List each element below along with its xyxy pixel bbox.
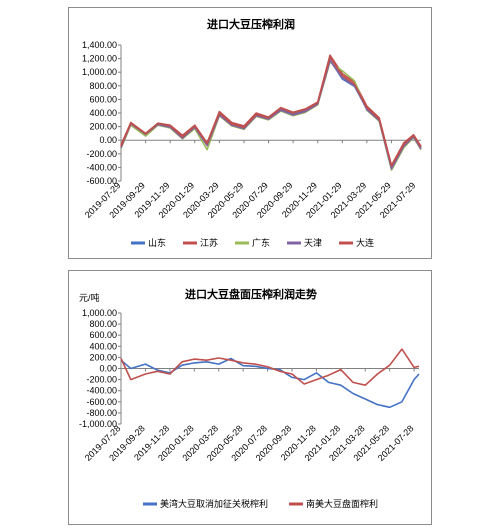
y-tick-label: 1,200.00 [82,54,117,64]
chart-title: 进口大豆压榨利润 [207,17,295,31]
y-tick-label: 400.00 [89,108,117,118]
chart-title: 进口大豆盘面压榨利润走势 [185,287,317,301]
legend-label: 大连 [356,237,374,249]
y-tick-label: -600.00 [86,397,117,407]
y-tick-label: 200.00 [89,122,117,132]
y-tick-label: -400.00 [86,162,117,172]
y-axis-unit-label: 元/吨 [79,292,100,303]
legend-label: 广东 [252,237,270,249]
y-tick-label: 1,000.00 [82,308,117,318]
y-tick-label: -200.00 [86,149,117,159]
legend-label: 江苏 [200,237,218,249]
legend-label: 天津 [304,238,322,249]
legend-label: 美湾大豆取消加征关税榨利 [160,498,268,510]
y-tick-label: 400.00 [89,341,117,351]
y-tick-label: -600.00 [86,176,117,186]
y-tick-label: 1,400.00 [82,40,117,50]
series-line-1 [120,54,422,167]
chart-panel-top: 进口大豆压榨利润 -600.00 -400.00 -200.00 0.00 200.00 4… [68,7,432,259]
y-tick-label: 200.00 [89,352,117,362]
chart-futures-crushing-margin: 进口大豆盘面压榨利润走势 元/吨 -1,000.00-800.00-600.00-4… [79,287,420,510]
y-tick-label: -1,000.00 [79,419,117,429]
series-line-3 [120,59,422,170]
y-tick-label: 600.00 [89,94,117,104]
chart-soy-crushing-margin: 进口大豆压榨利润 -600.00 -400.00 -200.00 0.00 200.00 4… [82,17,422,249]
series-line-1 [120,348,420,386]
series-line-0 [120,357,420,409]
y-tick-label: 600.00 [89,330,117,340]
y-tick-label: -800.00 [86,408,117,418]
y-tick-label: -400.00 [86,386,117,396]
y-tick-label: 800.00 [89,81,117,91]
legend-label: 山东 [148,237,166,249]
y-tick-label: 0.00 [99,364,117,374]
legend-label: 南美大豆盘面榨利 [306,498,378,510]
y-tick-label: 0.00 [99,135,117,145]
chart-panel-bottom: 进口大豆盘面压榨利润走势 元/吨 -1,000.00 -800.00 -600.00 -4… [68,270,432,525]
y-tick-label: 800.00 [89,319,117,329]
y-tick-label: -200.00 [86,375,117,385]
y-tick-label: 1,000.00 [82,67,117,77]
series-line-4 [120,56,422,167]
